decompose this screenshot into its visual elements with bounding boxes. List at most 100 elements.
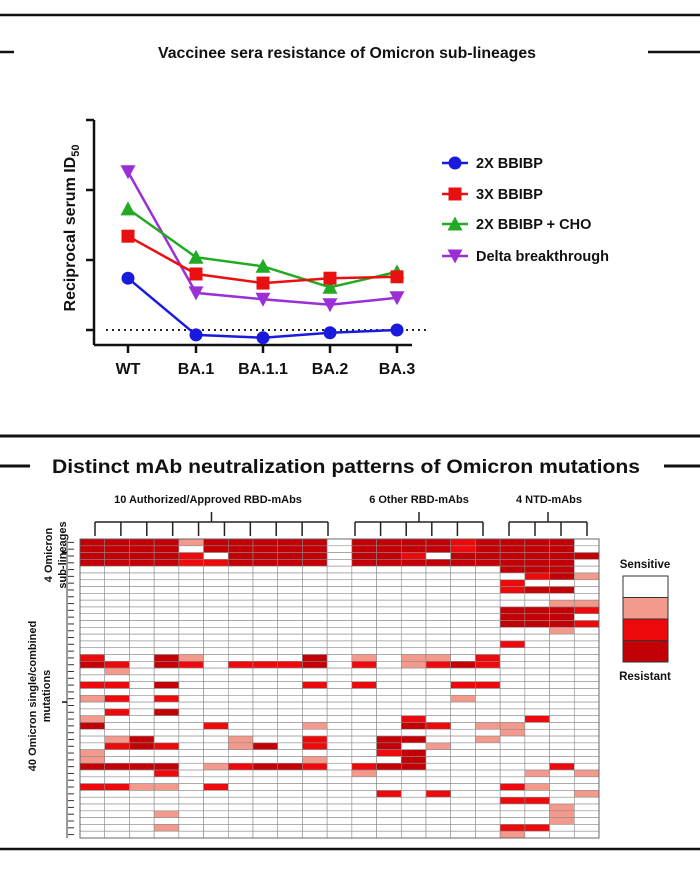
data-point (255, 292, 271, 307)
heatmap-cell (499, 728, 526, 737)
heatmap-row (79, 769, 600, 778)
heatmap-cell (450, 593, 476, 601)
heatmap-cell (79, 661, 106, 669)
heatmap-cell (79, 722, 106, 730)
heatmap-cell (129, 803, 155, 812)
heatmap-cell (203, 681, 229, 689)
heatmap-cell (302, 572, 328, 581)
data-point (188, 249, 204, 264)
heatmap-cell (549, 633, 575, 642)
heatmap-cell (549, 640, 575, 649)
heatmap-cell (376, 769, 402, 778)
y-axis-label-text: Reciprocal serum ID (62, 157, 79, 312)
heatmap-cell (425, 593, 452, 601)
heatmap-cell (400, 790, 427, 798)
heatmap-cell (499, 599, 526, 608)
heatmap-cell (549, 586, 575, 594)
series-2x-bbibp (121, 271, 404, 345)
heatmap-cell (573, 647, 600, 655)
heatmap-cell (79, 640, 106, 649)
heatmap-cell (549, 708, 575, 716)
heatmap-cell (79, 538, 106, 547)
heatmap-cell (450, 613, 476, 621)
heatmap-cell (400, 769, 427, 778)
heatmap-cell (376, 790, 402, 798)
heatmap-cell (277, 647, 303, 655)
heatmap-cell (277, 681, 303, 689)
heatmap-cell (178, 735, 204, 744)
heatmap-cell (549, 681, 575, 689)
heatmap-cell (203, 667, 229, 676)
heatmap-cell (302, 701, 328, 710)
heatmap-cell (450, 749, 476, 757)
heatmap-cell (104, 674, 130, 683)
heatmap-cell (153, 620, 180, 628)
heatmap-cell (376, 627, 402, 635)
heatmap-cell (549, 783, 575, 791)
heatmap-cell (277, 756, 303, 764)
heatmap-cell (104, 538, 130, 547)
heatmap-cell (227, 749, 254, 757)
heatmap-row (79, 640, 600, 649)
heatmap-cell (450, 552, 476, 560)
heatmap-cell (153, 708, 180, 716)
heatmap-cell (499, 701, 526, 710)
heatmap-cell (351, 783, 377, 791)
heatmap-cell (178, 681, 204, 689)
heatmap-cell (524, 715, 550, 723)
heatmap-cell (524, 538, 550, 547)
heatmap-legend: Sensitive Resistant (619, 559, 671, 683)
heatmap-cell (178, 545, 204, 553)
legend-item: Delta breakthrough (442, 249, 609, 265)
heatmap-cell (252, 824, 279, 832)
heatmap-cell (277, 803, 303, 812)
heatmap-row (79, 715, 600, 723)
heatmap-cell (450, 620, 476, 628)
heatmap-cell (227, 538, 254, 547)
heatmap-cell (153, 667, 180, 676)
heatmap-row (79, 559, 600, 567)
heatmap-cell (376, 735, 402, 744)
line-chart-title: Vaccinee sera resistance of Omicron sub-… (158, 45, 536, 62)
heatmap-cell (425, 654, 452, 662)
heatmap-cell (573, 769, 600, 778)
legend-swatch (622, 640, 669, 663)
heatmap-cell (302, 783, 328, 791)
heatmap-cell (450, 701, 476, 710)
row-group-label: mutations (41, 670, 53, 723)
heatmap-cell (302, 824, 328, 832)
heatmap-cell (376, 756, 402, 764)
heatmap-cell (104, 681, 130, 689)
heatmap-cell (573, 538, 600, 547)
heatmap-cell (302, 552, 328, 560)
heatmap-cell (351, 728, 377, 737)
heatmap-cell (326, 790, 353, 798)
heatmap-cell (79, 769, 106, 778)
heatmap-cell (326, 552, 353, 560)
heatmap-cell (499, 769, 526, 778)
heatmap-cell (178, 688, 204, 696)
heatmap-cell (252, 586, 279, 594)
heatmap-cell (499, 708, 526, 716)
heatmap-cell (252, 545, 279, 553)
heatmap-cell (524, 559, 550, 567)
heatmap-cell (104, 688, 130, 696)
heatmap-cell (79, 633, 106, 642)
heatmap-cell (400, 572, 427, 581)
heatmap-cell (79, 735, 106, 744)
column-group-bracket (354, 512, 484, 536)
heatmap-cell (475, 796, 501, 805)
heatmap-cell (153, 769, 180, 778)
heatmap-cell (524, 762, 550, 771)
legend-label: 2X BBIBP + CHO (476, 217, 591, 233)
heatmap-cell (104, 830, 130, 839)
heatmap-cell (129, 701, 155, 710)
heatmap-row (79, 749, 600, 757)
heatmap-cell (302, 830, 328, 839)
x-tick-label: BA.3 (379, 361, 416, 378)
heatmap-cell (351, 559, 377, 567)
heatmap-cell (475, 790, 501, 798)
heatmap-cell (475, 756, 501, 764)
heatmap-cell (450, 681, 476, 689)
heatmap-cell (302, 810, 328, 818)
